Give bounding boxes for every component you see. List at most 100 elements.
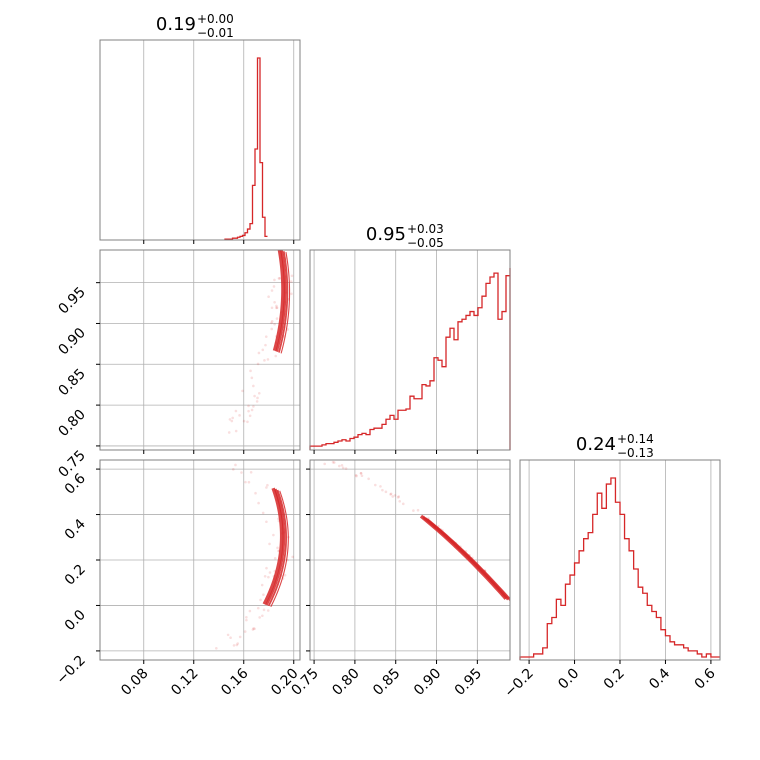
sample-point [268, 542, 271, 546]
sample-point [275, 306, 278, 310]
sample-point [243, 630, 247, 633]
sample-point [273, 300, 276, 304]
sample-point [238, 414, 241, 417]
sample-point [359, 471, 363, 475]
sample-point [262, 608, 266, 612]
sample-point [360, 474, 364, 478]
sample-point [228, 418, 232, 421]
sample-point [323, 462, 326, 466]
sample-point [391, 495, 394, 498]
histogram-step [224, 57, 268, 240]
sample-point [354, 473, 358, 477]
contour-line [278, 251, 289, 353]
contour-line [280, 252, 291, 354]
scatter-panel-0-2 [99, 459, 301, 661]
sample-point [238, 635, 242, 639]
sample-point [268, 571, 272, 574]
sample-point [416, 508, 420, 512]
sample-point [226, 633, 230, 637]
y-tick-label: 0.0 [62, 607, 89, 634]
sample-point [250, 376, 254, 380]
sample-point [261, 511, 265, 515]
y-tick-label: 0.80 [55, 407, 88, 440]
contour-line [419, 514, 508, 600]
sample-point [367, 477, 370, 481]
sample-point [270, 306, 274, 310]
sample-point [359, 472, 363, 475]
panel-title-plus: +0.14 [617, 432, 654, 446]
y-tick-label: 0.90 [55, 325, 88, 358]
sample-point [401, 502, 405, 506]
hist-panel-2: 0.24 +0.14−0.13 [519, 432, 721, 661]
sample-point [289, 280, 293, 283]
sample-point [256, 362, 260, 366]
density-contours [215, 463, 294, 650]
sample-point [251, 628, 255, 631]
x-tick-label: −0.2 [502, 666, 537, 701]
sample-point [276, 546, 279, 550]
sample-point [332, 461, 336, 464]
sample-point [274, 354, 278, 358]
sample-point [263, 574, 267, 578]
sample-point [270, 327, 274, 331]
scatter-panel-0-1 [99, 249, 301, 451]
sample-point [393, 494, 397, 497]
sample-point [264, 343, 267, 347]
sample-point [337, 464, 341, 468]
contour-line [270, 490, 289, 608]
sample-point [253, 394, 256, 398]
sample-point [266, 483, 269, 487]
x-tick-label: 0.0 [555, 666, 582, 693]
sample-point [344, 467, 348, 470]
sample-point [267, 295, 270, 299]
contour-line [262, 487, 284, 605]
sample-point [341, 466, 345, 470]
sample-point [250, 408, 254, 412]
x-tick-label: 0.90 [411, 666, 444, 699]
sample-point [275, 306, 279, 310]
sample-point [263, 359, 266, 362]
sample-point [272, 533, 275, 537]
sample-point [261, 348, 265, 352]
sample-point [259, 598, 262, 602]
sample-point [290, 292, 293, 296]
sample-point [229, 636, 232, 640]
scatter-panel-1-2 [309, 459, 511, 661]
sample-point [252, 627, 255, 630]
contour-line [265, 488, 286, 606]
sample-point [231, 416, 234, 420]
sample-point [278, 277, 282, 280]
sample-point [273, 278, 276, 282]
sample-point [389, 493, 392, 496]
y-tick-label: −0.2 [53, 652, 88, 687]
sample-point [412, 509, 415, 512]
panel-title-median: 0.24 [576, 434, 616, 455]
sample-point [275, 317, 279, 320]
density-contours [323, 460, 510, 602]
sample-point [248, 414, 252, 418]
sample-point [265, 566, 268, 570]
sample-point [247, 404, 250, 408]
sample-point [235, 643, 239, 647]
sample-point [252, 384, 255, 388]
sample-point [245, 616, 248, 619]
sample-point [262, 593, 265, 596]
contour-line [424, 517, 510, 602]
y-tick-label: 0.4 [62, 516, 89, 543]
x-tick-label: 0.2 [601, 666, 628, 693]
sample-point [290, 274, 294, 278]
sample-point [381, 488, 384, 492]
contour-line [272, 250, 285, 352]
sample-point [249, 470, 253, 474]
sample-point [241, 389, 244, 393]
histogram-step [519, 477, 720, 660]
sample-point [331, 460, 335, 464]
sample-point [227, 431, 231, 434]
sample-point [255, 400, 259, 403]
sample-point [256, 396, 259, 400]
sample-point [215, 646, 218, 650]
x-tick-label: 0.08 [118, 666, 151, 699]
sample-point [277, 277, 281, 280]
sample-point [265, 520, 268, 524]
